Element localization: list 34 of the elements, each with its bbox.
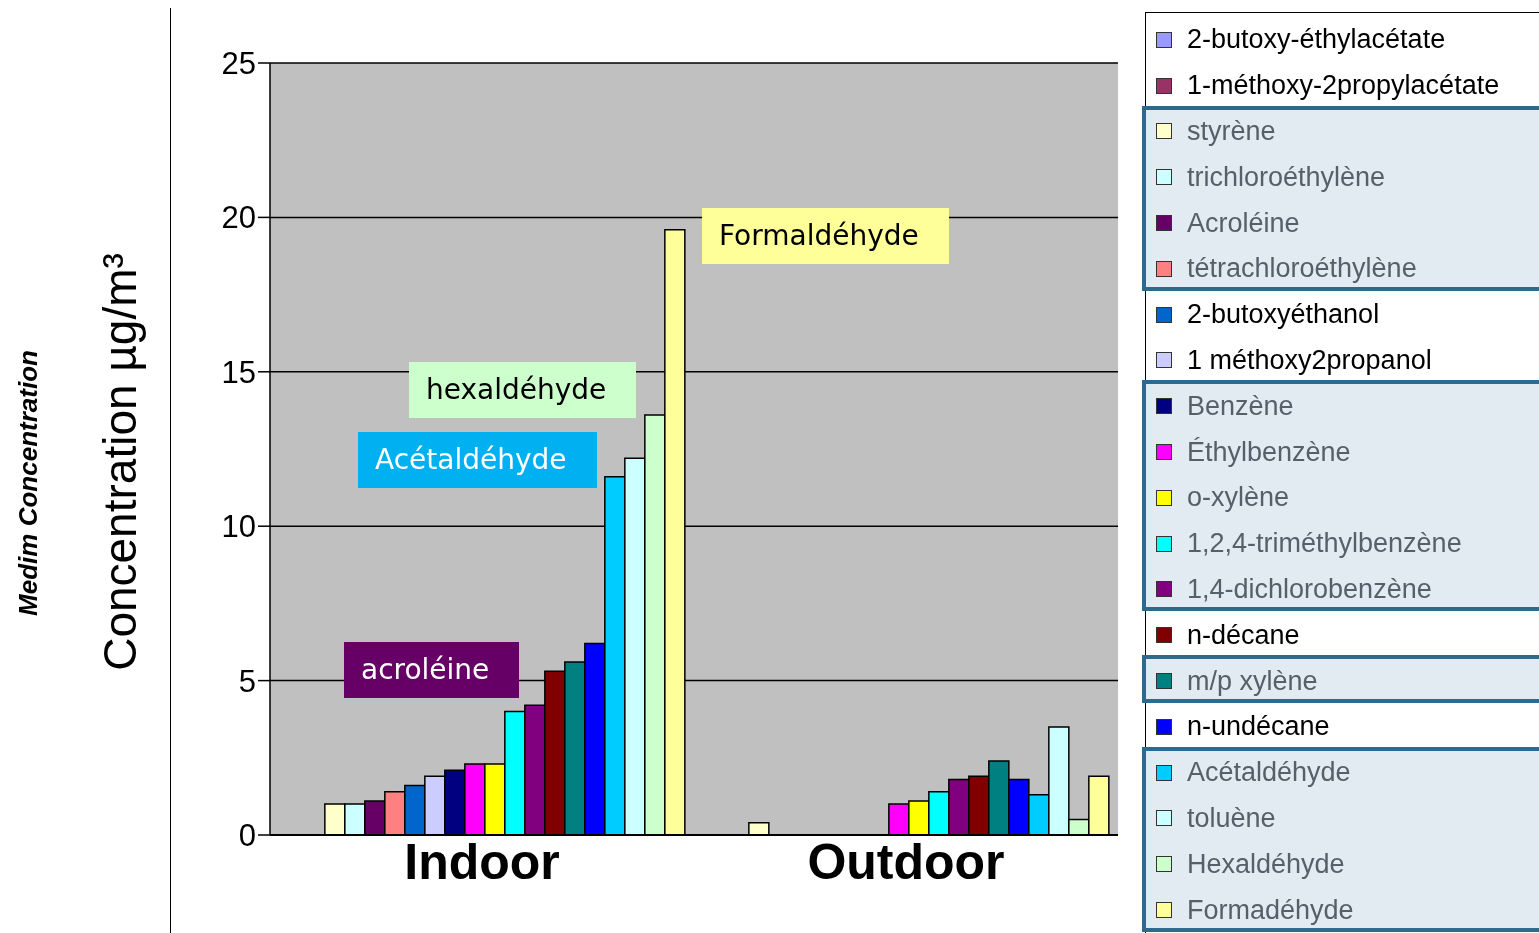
- legend-label: tétrachloroéthylène: [1187, 253, 1417, 285]
- legend-label: o-xylène: [1187, 482, 1290, 514]
- legend-label: Acétaldéhyde: [1187, 757, 1351, 789]
- legend-label: styrène: [1187, 115, 1276, 147]
- legend-label: m/p xylène: [1187, 665, 1318, 697]
- y-axis-title: Concentration µg/m³: [93, 253, 147, 671]
- legend-label: n-undécane: [1187, 711, 1330, 743]
- annotation: acroléine: [344, 642, 520, 698]
- legend-label: toluène: [1187, 802, 1276, 834]
- y-tick-label: 20: [221, 200, 256, 236]
- legend-label: n-décane: [1187, 619, 1300, 651]
- legend-label: Formadéhyde: [1187, 894, 1354, 926]
- legend-label: 1 méthoxy2propanol: [1187, 344, 1432, 376]
- x-tick-label: Outdoor: [807, 833, 1005, 890]
- legend-label: 2-butoxy-éthylacétate: [1187, 24, 1446, 56]
- y-tick-label: 10: [221, 509, 256, 545]
- legend-label: Acroléine: [1187, 207, 1300, 239]
- annotation: Acétaldéhyde: [358, 432, 597, 488]
- legend-label: Hexaldéhyde: [1187, 848, 1345, 880]
- y-tick-label: 5: [238, 663, 256, 699]
- legend-label: trichloroéthylène: [1187, 161, 1386, 193]
- legend-label: Éthylbenzène: [1187, 436, 1351, 468]
- annotation: hexaldéhyde: [409, 362, 637, 418]
- y-tick-label: 0: [238, 818, 256, 854]
- y-tick-label: 15: [221, 354, 256, 390]
- legend-label: Benzène: [1187, 390, 1294, 422]
- text: Medim Concentration: [12, 350, 44, 616]
- legend-label: 2-butoxyéthanol: [1187, 299, 1380, 331]
- annotation: Formaldéhyde: [702, 208, 949, 264]
- x-tick-label: Indoor: [404, 833, 560, 890]
- legend-label: 1,2,4-triméthylbenzène: [1187, 528, 1462, 560]
- legend-label: 1-méthoxy-2propylacétate: [1187, 70, 1500, 102]
- legend-label: 1,4-dichlorobenzène: [1187, 573, 1432, 605]
- y-tick-label: 25: [221, 46, 256, 81]
